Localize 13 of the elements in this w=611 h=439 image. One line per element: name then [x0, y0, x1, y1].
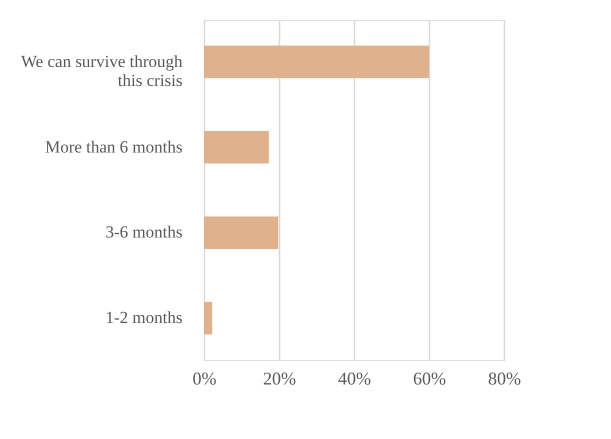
bar — [204, 302, 212, 334]
y-tick-label: We can survive through this crisis — [21, 52, 183, 90]
x-tick-label: 0% — [192, 368, 216, 388]
bar — [204, 46, 429, 78]
y-tick-label: 3-6 months — [106, 222, 182, 242]
x-tick-label: 60% — [413, 368, 446, 388]
x-tick-label: 40% — [338, 368, 371, 388]
bar — [204, 216, 278, 249]
x-tick-label: 80% — [488, 368, 521, 388]
y-tick-label: 1-2 months — [106, 308, 182, 328]
x-tick-label: 20% — [263, 368, 296, 388]
y-tick-label: More than 6 months — [45, 137, 182, 156]
bar — [204, 131, 269, 164]
